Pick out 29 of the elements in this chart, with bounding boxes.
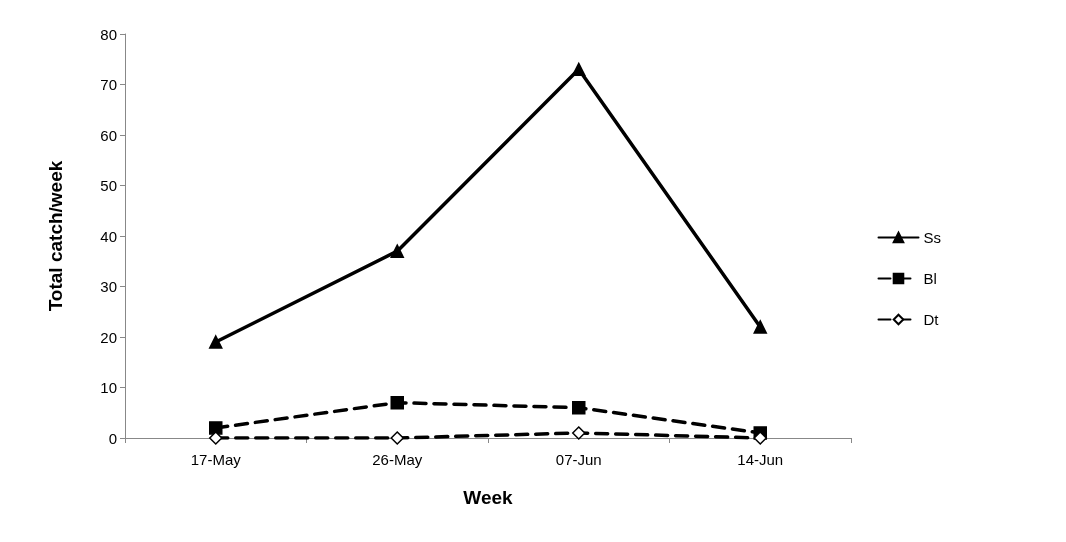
x-tick-label: 26-May: [372, 451, 423, 468]
y-tick-label: 70: [100, 76, 117, 93]
legend-label: Ss: [923, 229, 942, 246]
x-tick-label: 14-Jun: [737, 451, 784, 468]
point: [753, 320, 767, 334]
point: [572, 62, 586, 77]
point: [209, 421, 223, 435]
x-axis-title: Week: [463, 487, 514, 508]
x-tick-label: 17-May: [190, 451, 242, 468]
legend-label: Bl: [923, 270, 937, 287]
x-tick-label: 07-Jun: [555, 451, 602, 468]
y-tick-label: 10: [100, 379, 117, 396]
y-tick-label: 40: [100, 227, 117, 245]
point: [753, 431, 767, 445]
point: [390, 244, 404, 258]
y-tick-label: 20: [100, 328, 117, 346]
point: [390, 431, 404, 445]
point: [572, 400, 586, 415]
point: [390, 395, 404, 410]
y-tick-label: 80: [100, 25, 117, 43]
point: [572, 426, 586, 440]
y-tick-label: 50: [100, 177, 117, 194]
point: [209, 431, 223, 445]
y-tick-label: 30: [100, 278, 117, 295]
legend-label: Dt: [923, 311, 940, 328]
y-tick-label: 60: [100, 126, 117, 144]
point: [209, 335, 223, 349]
y-tick-label: 0: [108, 429, 117, 447]
y-axis-title: Total catch/week: [45, 160, 66, 312]
